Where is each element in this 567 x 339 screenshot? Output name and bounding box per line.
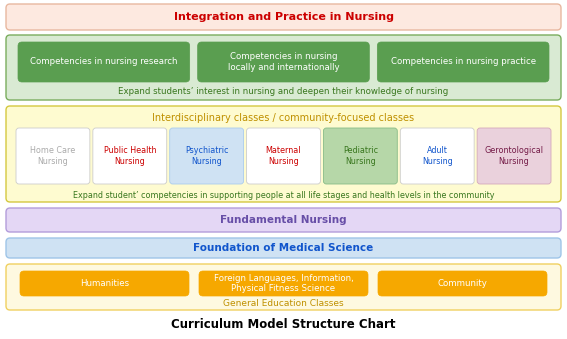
Text: Competencies in nursing practice: Competencies in nursing practice: [391, 58, 536, 66]
FancyBboxPatch shape: [6, 238, 561, 258]
FancyBboxPatch shape: [6, 35, 561, 100]
Text: Competencies in nursing research: Competencies in nursing research: [30, 58, 177, 66]
FancyBboxPatch shape: [323, 128, 397, 184]
FancyBboxPatch shape: [6, 264, 561, 310]
FancyBboxPatch shape: [199, 271, 368, 296]
Text: Competencies in nursing
locally and internationally: Competencies in nursing locally and inte…: [228, 52, 339, 72]
FancyBboxPatch shape: [477, 128, 551, 184]
FancyBboxPatch shape: [93, 128, 167, 184]
FancyBboxPatch shape: [6, 106, 561, 202]
FancyBboxPatch shape: [377, 42, 549, 82]
Text: Foreign Languages, Information,
Physical Fitness Science: Foreign Languages, Information, Physical…: [214, 274, 353, 293]
FancyBboxPatch shape: [198, 42, 369, 82]
Text: Community: Community: [438, 279, 488, 288]
Text: Gerontological
Nursing: Gerontological Nursing: [485, 146, 544, 166]
Text: Public Health
Nursing: Public Health Nursing: [104, 146, 156, 166]
Text: Home Care
Nursing: Home Care Nursing: [30, 146, 75, 166]
FancyBboxPatch shape: [400, 128, 474, 184]
Text: Expand student’ competencies in supporting people at all life stages and health : Expand student’ competencies in supporti…: [73, 191, 494, 199]
FancyBboxPatch shape: [170, 128, 244, 184]
Text: Psychiatric
Nursing: Psychiatric Nursing: [185, 146, 229, 166]
Text: Fundamental Nursing: Fundamental Nursing: [220, 215, 347, 225]
Text: Foundation of Medical Science: Foundation of Medical Science: [193, 243, 374, 253]
Text: Humanities: Humanities: [80, 279, 129, 288]
FancyBboxPatch shape: [18, 42, 190, 82]
FancyBboxPatch shape: [20, 271, 189, 296]
FancyBboxPatch shape: [378, 271, 547, 296]
FancyBboxPatch shape: [6, 4, 561, 30]
Text: General Education Classes: General Education Classes: [223, 299, 344, 308]
Text: Curriculum Model Structure Chart: Curriculum Model Structure Chart: [171, 319, 396, 332]
Text: Expand students’ interest in nursing and deepen their knowledge of nursing: Expand students’ interest in nursing and…: [119, 87, 448, 97]
Text: Adult
Nursing: Adult Nursing: [422, 146, 452, 166]
Text: Maternal
Nursing: Maternal Nursing: [266, 146, 301, 166]
FancyBboxPatch shape: [6, 208, 561, 232]
Text: Pediatric
Nursing: Pediatric Nursing: [343, 146, 378, 166]
Text: Integration and Practice in Nursing: Integration and Practice in Nursing: [174, 12, 393, 22]
Text: Interdisciplinary classes / community-focused classes: Interdisciplinary classes / community-fo…: [153, 113, 414, 123]
FancyBboxPatch shape: [16, 128, 90, 184]
FancyBboxPatch shape: [247, 128, 320, 184]
